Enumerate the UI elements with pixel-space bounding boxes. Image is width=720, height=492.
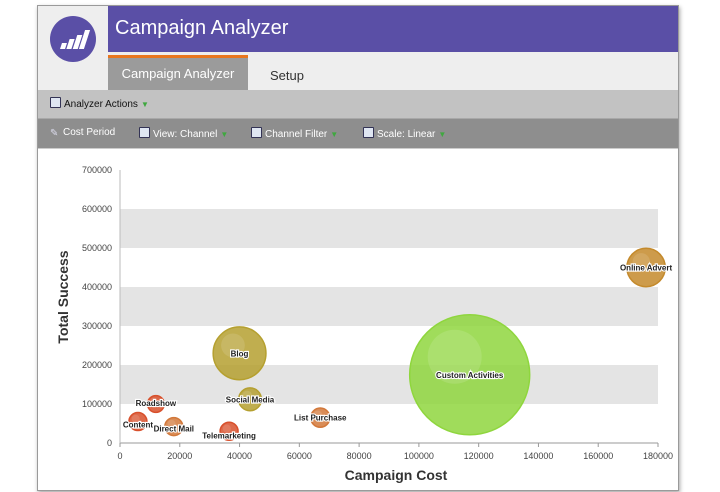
bubble-mark[interactable] [146,394,166,414]
tab-campaign-analyzer[interactable]: Campaign Analyzer [108,55,248,90]
x-tick-label: 160000 [583,451,613,461]
grid-band [120,365,658,404]
bubble-label: Content [123,421,154,430]
y-tick-label: 700000 [82,165,112,175]
analyzer-actions-label: Analyzer Actions [64,99,138,110]
bubble-label: Online Advert [620,264,672,273]
app-header: Campaign Analyzer [38,6,678,58]
y-tick-label: 500000 [82,243,112,253]
bubble-label: Blog [231,349,249,358]
y-tick-label: 0 [107,438,112,448]
chevron-down-icon: ▼ [220,130,229,139]
marketo-logo-icon[interactable] [50,16,96,62]
x-tick-label: 180000 [643,451,673,461]
bubble-mark[interactable] [128,411,148,432]
y-tick-label: 600000 [82,204,112,214]
bubble-blog[interactable]: Blog [212,326,267,381]
x-tick-label: 0 [117,451,122,461]
view-icon [139,127,150,138]
x-tick-label: 40000 [227,451,252,461]
y-tick-label: 300000 [82,321,112,331]
bubble-highlight [632,253,650,271]
x-tick-label: 140000 [523,451,553,461]
cost-period-label: Cost Period [63,127,116,138]
bubble-custom-activities[interactable]: Custom Activities [408,314,531,436]
bubble-label: Roadshow [136,399,177,408]
x-axis-label: Campaign Cost [345,467,448,483]
bubble-highlight [149,397,158,406]
view-label: View: Channel [153,129,218,140]
bubble-highlight [131,414,140,423]
channel-filter-label: Channel Filter [265,129,328,140]
bubble-telemarketing[interactable]: Telemarketing [201,421,257,442]
x-tick-label: 20000 [167,451,192,461]
bubble-mark[interactable] [219,421,239,442]
view-channel-dropdown[interactable]: View: Channel ▼ [139,127,228,140]
y-tick-label: 200000 [82,360,112,370]
chart-panel: 0 100000 200000 300000 400000 500000 600000 700… [38,148,678,491]
bubble-mark[interactable] [237,387,263,412]
bubble-content[interactable]: Content [122,411,154,432]
scale-label: Scale: Linear [377,129,436,140]
logo-container [38,6,108,90]
chevron-down-icon: ▼ [140,100,149,109]
tab-bar: Campaign Analyzer Setup [108,52,678,90]
x-tick-label: 120000 [464,451,494,461]
wrench-icon: ✎ [50,128,59,139]
bubble-direct-mail[interactable]: Direct Mail [152,416,195,437]
scale-icon [363,127,374,138]
bubble-mark[interactable] [408,314,531,436]
bubble-highlight [313,410,323,420]
bubble-label: Direct Mail [154,425,194,434]
bubble-online-advert[interactable]: Online Advert [619,247,674,288]
bubble-label: List Purchase [294,414,347,423]
bubble-highlight [221,333,245,358]
y-axis-label: Total Success [55,250,71,343]
y-tick-label: 400000 [82,282,112,292]
analyzer-actions-menu[interactable]: Analyzer Actions ▼ [50,97,149,110]
bubble-highlight [242,390,253,402]
app-window: Campaign Analyzer Campaign Analyzer Setu… [37,5,679,491]
filter-icon [251,127,262,138]
bubble-roadshow[interactable]: Roadshow [135,394,178,414]
bubble-highlight [222,424,231,433]
x-tick-label: 100000 [404,451,434,461]
cost-period-button[interactable]: ✎ Cost Period [50,127,116,139]
x-tick-label: 60000 [287,451,312,461]
chevron-down-icon: ▼ [438,130,447,139]
bubble-list-purchase[interactable]: List Purchase [293,407,348,428]
tab-setup[interactable]: Setup [270,68,304,83]
app-title: Campaign Analyzer [115,17,289,39]
bubble-mark[interactable] [212,326,267,381]
x-tick-label: 80000 [347,451,372,461]
grid-band [120,287,658,326]
bubble-mark[interactable] [626,247,666,288]
bubble-chart[interactable]: 0100000200000300000400000500000600000700… [38,149,678,491]
actions-icon [50,97,61,108]
bubble-social-media[interactable]: Social Media [225,387,276,412]
channel-filter-dropdown[interactable]: Channel Filter ▼ [251,127,338,140]
bubble-mark[interactable] [164,416,184,437]
bubble-highlight [167,419,176,428]
bubble-label: Custom Activities [436,371,504,380]
scale-dropdown[interactable]: Scale: Linear ▼ [363,127,446,140]
y-tick-label: 100000 [82,399,112,409]
grid-band [120,209,658,248]
view-toolbar: ✎ Cost Period View: Channel ▼ Channel Filt… [38,119,678,148]
bubble-highlight [427,329,482,384]
actions-toolbar: Analyzer Actions ▼ [38,90,678,119]
chevron-down-icon: ▼ [330,130,339,139]
bubble-label: Telemarketing [202,431,256,440]
bubble-mark[interactable] [309,407,331,428]
bubble-label: Social Media [226,395,275,404]
